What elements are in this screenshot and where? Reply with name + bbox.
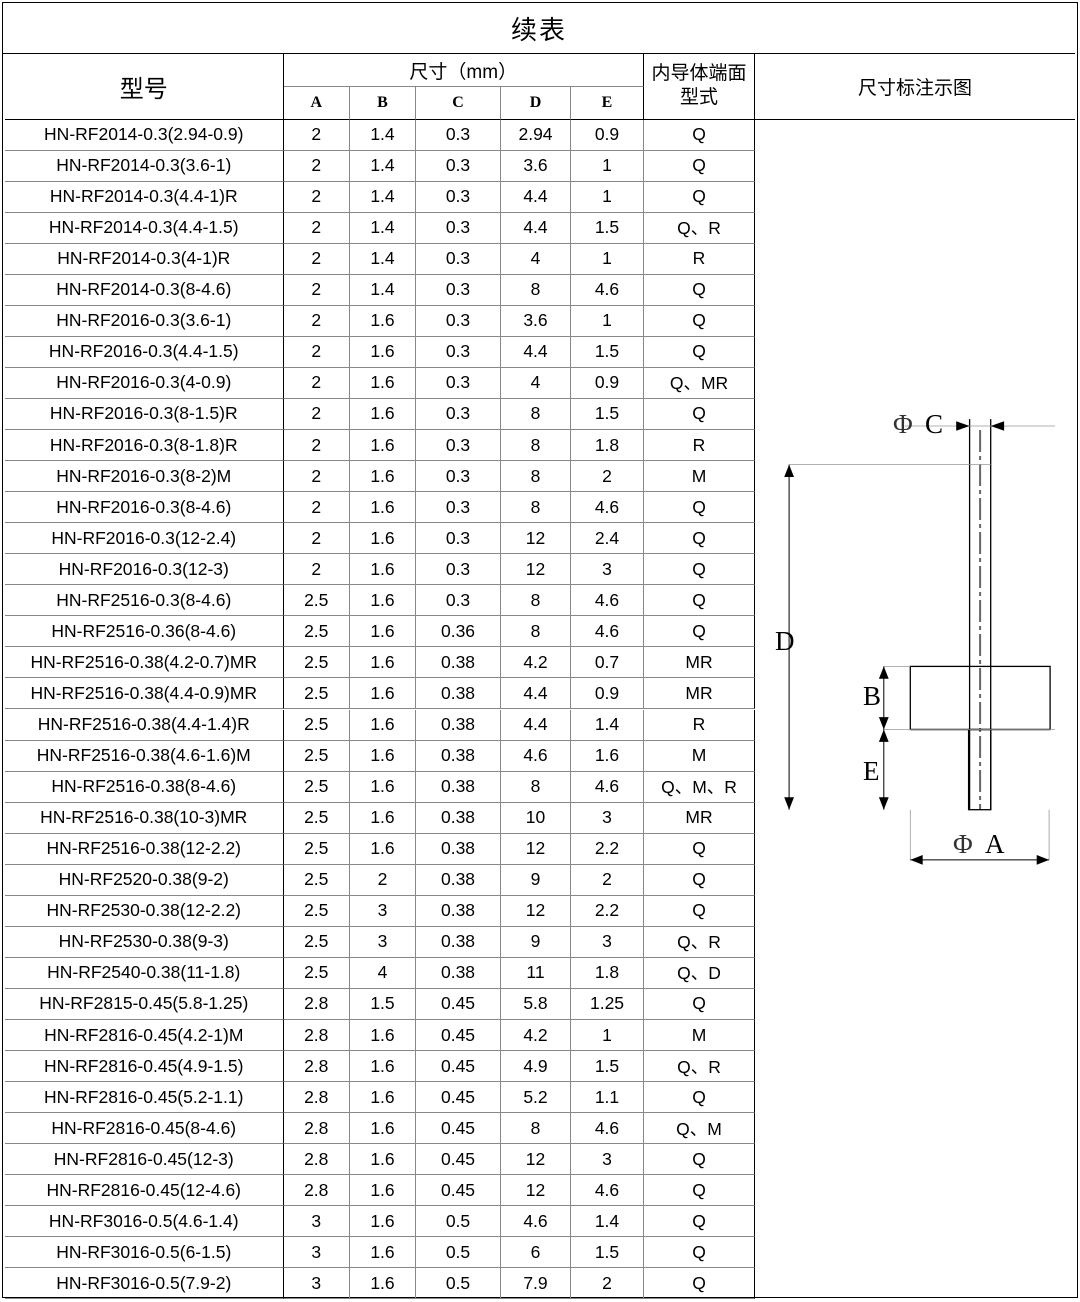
svg-text:E: E xyxy=(863,756,880,786)
svg-text:A: A xyxy=(985,829,1005,859)
svg-text:C: C xyxy=(925,409,943,439)
svg-text:B: B xyxy=(863,681,881,711)
svg-text:Φ: Φ xyxy=(953,829,973,859)
svg-text:Φ: Φ xyxy=(893,409,913,439)
svg-text:D: D xyxy=(775,626,795,656)
